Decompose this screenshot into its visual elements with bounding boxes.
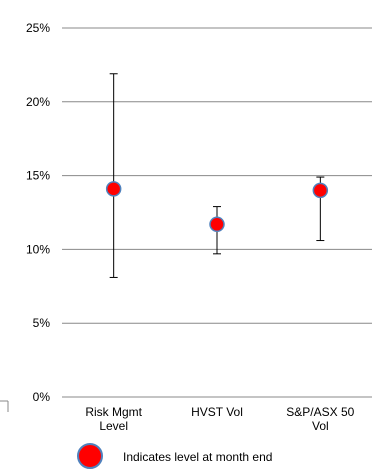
data-point: [312, 182, 329, 199]
x-category-label: HVST Vol: [191, 405, 243, 419]
y-tick-label: 20%: [26, 95, 50, 109]
data-points: [105, 181, 329, 233]
x-category-label: Risk Mgmt: [85, 405, 142, 419]
gridlines: [62, 27, 372, 324]
legend-marker: [77, 443, 103, 469]
error-bars: [109, 73, 325, 278]
y-tick-label: 10%: [26, 242, 50, 256]
y-tick-label: 0%: [33, 390, 51, 404]
legend-label: Indicates level at month end: [123, 450, 272, 464]
y-axis-tick-labels: 0% 5% 10% 15% 20% 25%: [26, 21, 50, 404]
x-category-label: Level: [99, 419, 128, 433]
y-tick-label: 5%: [33, 316, 51, 330]
x-category-label: Vol: [312, 419, 329, 433]
x-category-label: S&P/ASX 50: [286, 405, 354, 419]
legend: Indicates level at month end: [77, 443, 272, 469]
data-point: [209, 216, 225, 233]
y-tick-label: 15%: [26, 169, 50, 183]
y-tick-label: 25%: [26, 21, 50, 35]
data-point: [105, 181, 122, 197]
